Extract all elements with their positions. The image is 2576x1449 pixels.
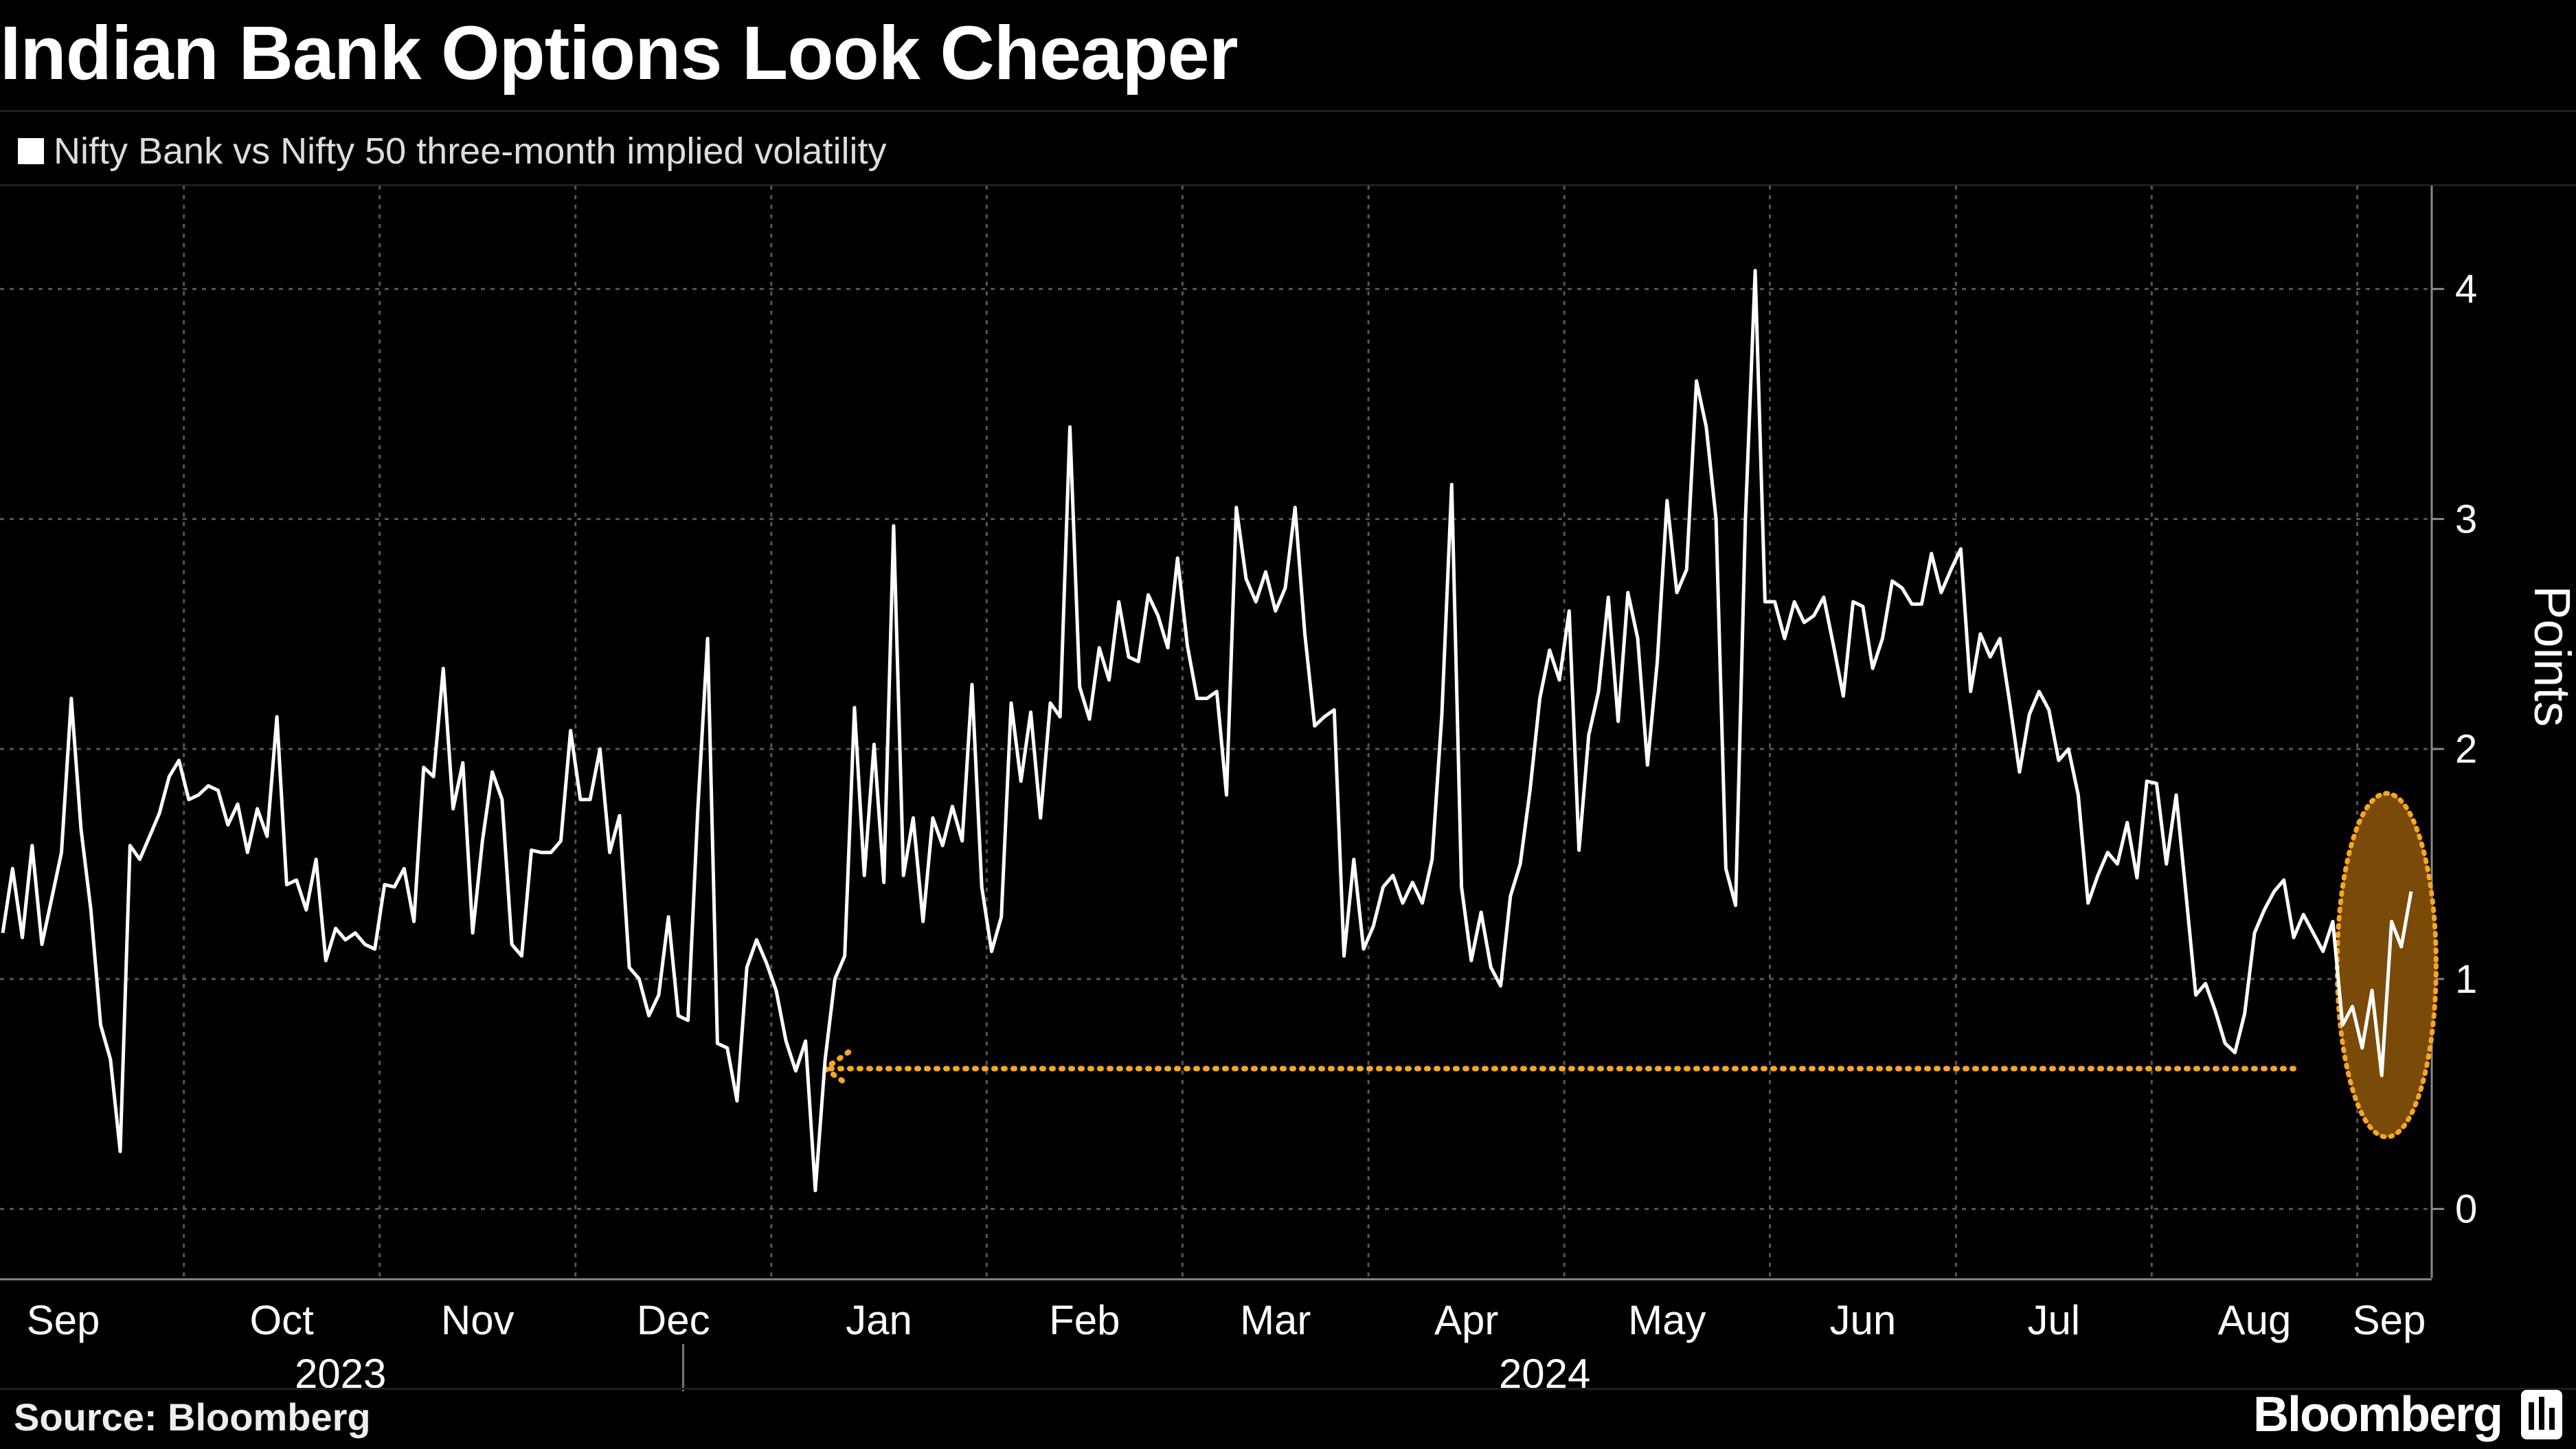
annotation-arrow-head bbox=[820, 1049, 852, 1088]
brand-logo: Bloomberg bbox=[2252, 1387, 2503, 1442]
x-tick-label: Sep bbox=[27, 1297, 100, 1343]
legend-swatch bbox=[18, 138, 44, 164]
series-line bbox=[1, 269, 2413, 1193]
highlight-ellipse bbox=[2334, 791, 2439, 1140]
x-tick-label: Jul bbox=[2027, 1297, 2080, 1343]
year-label: 2023 bbox=[295, 1351, 386, 1391]
y-tick-label: 1 bbox=[2455, 957, 2477, 1002]
year-label: 2024 bbox=[1499, 1351, 1590, 1391]
x-tick-label: Feb bbox=[1049, 1297, 1120, 1343]
x-tick-label: Apr bbox=[1434, 1297, 1498, 1343]
x-tick-label: Oct bbox=[250, 1297, 315, 1343]
x-tick-label: Sep bbox=[2353, 1297, 2426, 1343]
brand: Bloomberg bbox=[2253, 1386, 2562, 1443]
title-divider bbox=[0, 110, 2576, 112]
bloomberg-icon bbox=[2521, 1390, 2562, 1439]
footer-divider bbox=[0, 1388, 2576, 1390]
x-tick-label: May bbox=[1628, 1297, 1706, 1343]
y-tick-label: 4 bbox=[2455, 267, 2477, 312]
x-tick-label: Dec bbox=[637, 1297, 710, 1343]
source-note: Source: Bloomberg bbox=[14, 1395, 371, 1439]
x-tick-label: Jun bbox=[1830, 1297, 1897, 1343]
legend: Nifty Bank vs Nifty 50 three-month impli… bbox=[18, 124, 886, 179]
x-tick-label: Aug bbox=[2218, 1297, 2292, 1343]
chart-title: Indian Bank Options Look Cheaper bbox=[0, 11, 1239, 96]
x-tick-label: Jan bbox=[846, 1297, 912, 1343]
y-tick-label: 0 bbox=[2455, 1187, 2477, 1232]
legend-divider bbox=[0, 184, 2576, 186]
y-axis-label: Points bbox=[2524, 585, 2576, 727]
legend-label: Nifty Bank vs Nifty 50 three-month impli… bbox=[54, 131, 887, 172]
line-chart: 0 1 2 3 4 Points Sep Oct Nov Dec Jan Feb Mar Apr May Ju… bbox=[0, 186, 2576, 1391]
x-tick-label: Nov bbox=[441, 1297, 515, 1343]
y-tick-label: 2 bbox=[2455, 727, 2477, 772]
x-tick-label: Mar bbox=[1240, 1297, 1311, 1343]
y-tick-label: 3 bbox=[2455, 497, 2477, 541]
